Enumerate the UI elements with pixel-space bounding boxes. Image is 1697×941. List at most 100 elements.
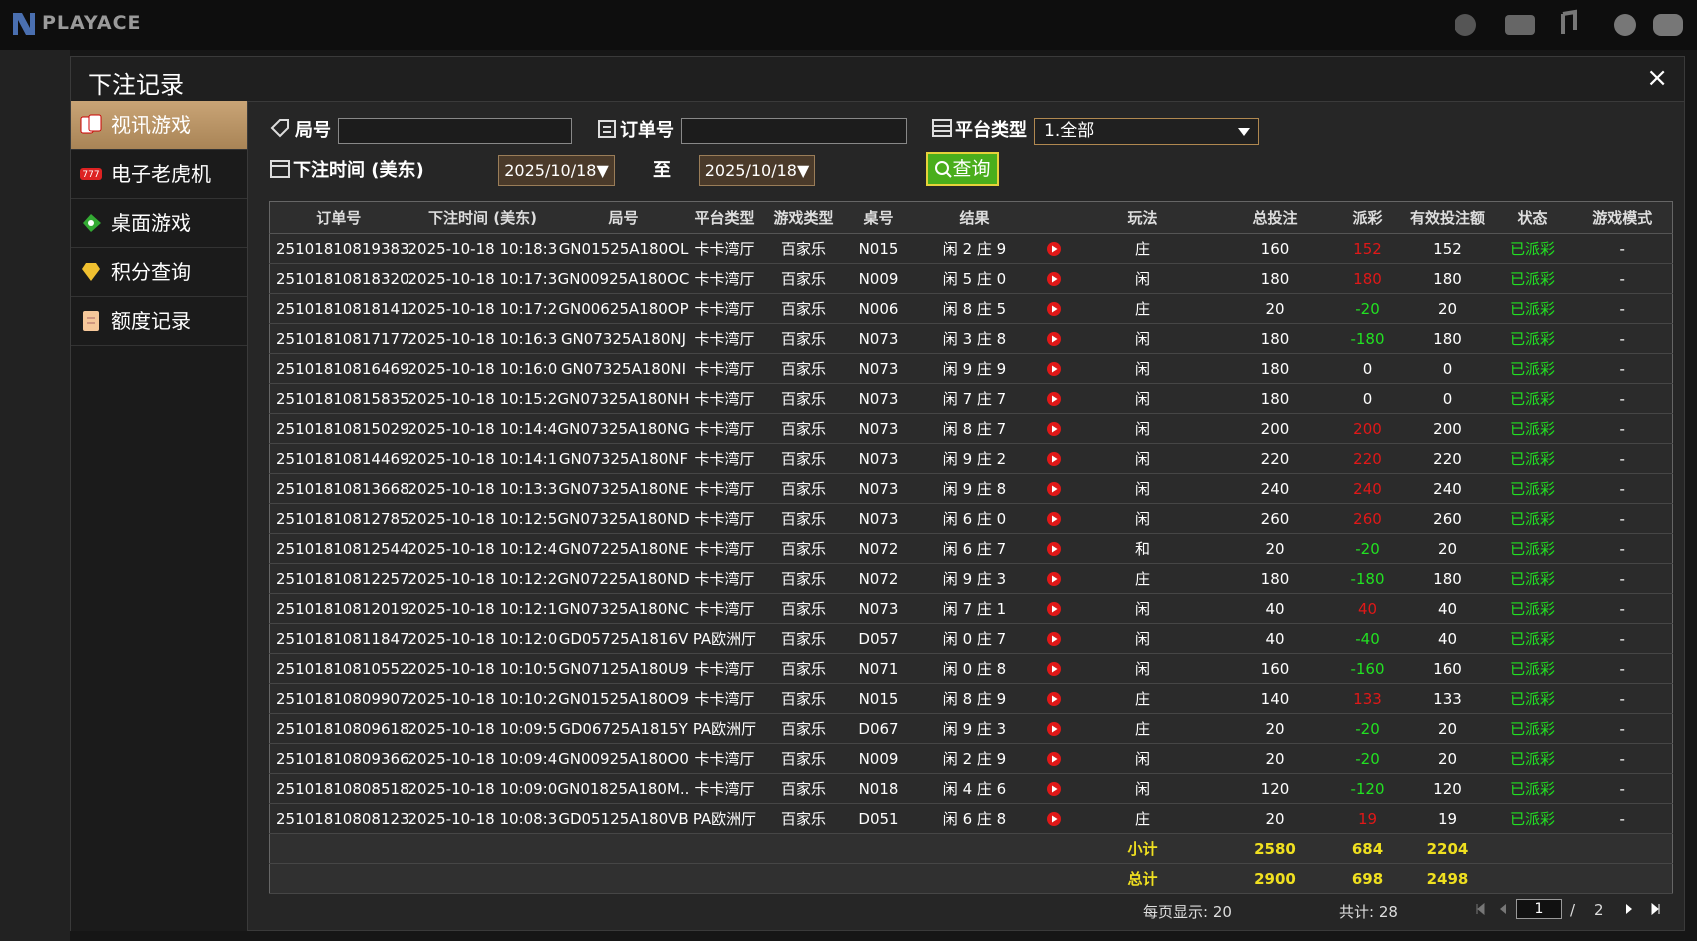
cell: 251018108085189 <box>269 773 408 804</box>
summary-label: 总计 <box>1067 863 1218 894</box>
close-button[interactable]: × <box>1646 63 1668 93</box>
play-icon[interactable] <box>1046 781 1062 797</box>
platform-select[interactable]: 1.全部 <box>1034 118 1259 145</box>
search-button[interactable]: 查询 <box>926 152 999 186</box>
play-icon[interactable] <box>1046 691 1062 707</box>
bet-row: 251018108144697 2025-10-18 10:14:17 GN0732… <box>269 443 1673 474</box>
play-icon[interactable] <box>1046 421 1062 437</box>
cell: 已派彩 <box>1492 563 1573 594</box>
cell: 卡卡湾厅 <box>689 503 760 534</box>
round-input[interactable] <box>338 118 572 144</box>
cell: 卡卡湾厅 <box>689 653 760 684</box>
cell: 百家乐 <box>759 773 848 804</box>
play-icon[interactable] <box>1046 721 1062 737</box>
summary-total: 2900 <box>1217 863 1333 894</box>
cell: 已派彩 <box>1492 623 1573 654</box>
cell: N009 <box>847 263 910 294</box>
cell: 2025-10-18 10:12:22 <box>407 563 558 594</box>
cell: 2025-10-18 10:17:37 <box>407 263 558 294</box>
next-last-buttons[interactable] <box>1624 903 1668 915</box>
cell: 152 <box>1332 233 1403 264</box>
play-icon[interactable] <box>1046 541 1062 557</box>
sidebar-item[interactable]: 视讯游戏 <box>71 101 247 150</box>
bet-row: 251018108118477 2025-10-18 10:12:06 GD0572… <box>269 623 1673 654</box>
cell: - <box>1572 473 1673 504</box>
cell: 251018108193833 <box>269 233 408 264</box>
play-icon[interactable] <box>1046 661 1062 677</box>
cell: -120 <box>1332 773 1403 804</box>
summary-row: 总计 2900 698 2498 <box>269 863 1673 894</box>
video-cell <box>1039 353 1068 384</box>
play-icon[interactable] <box>1046 451 1062 467</box>
sidebar-item[interactable]: 额度记录 <box>71 297 247 346</box>
first-prev-buttons[interactable] <box>1476 903 1516 915</box>
cell: 闲 <box>1067 593 1218 624</box>
cell: 百家乐 <box>759 383 848 414</box>
play-icon[interactable] <box>1046 571 1062 587</box>
cell: 闲 6 庄 0 <box>909 503 1040 534</box>
cell: 251018108136680 <box>269 473 408 504</box>
date-from[interactable]: 2025/10/18▼ <box>498 155 615 186</box>
cell: GN07325A180NG <box>557 413 690 444</box>
cell: - <box>1572 443 1673 474</box>
cell: - <box>1572 533 1673 564</box>
video-cell <box>1039 713 1068 744</box>
cell: GN07325A180NI <box>557 353 690 384</box>
sidebar-item[interactable]: 桌面游戏 <box>71 199 247 248</box>
cell: - <box>1572 383 1673 414</box>
record-total: 共计: 28 <box>1339 903 1398 921</box>
cell: 卡卡湾厅 <box>689 683 760 714</box>
cell: GD05125A180VB <box>557 803 690 834</box>
play-icon[interactable] <box>1046 271 1062 287</box>
bet-row: 251018108193833 2025-10-18 10:18:32 GN0152… <box>269 233 1673 264</box>
cell: 2025-10-18 10:09:02 <box>407 773 558 804</box>
cell: 20 <box>1217 533 1333 564</box>
cell: 百家乐 <box>759 233 848 264</box>
play-icon[interactable] <box>1046 481 1062 497</box>
play-icon[interactable] <box>1046 361 1062 377</box>
order-input[interactable] <box>681 118 907 144</box>
cell: 180 <box>1217 353 1333 384</box>
play-icon[interactable] <box>1046 631 1062 647</box>
cell: 2025-10-18 10:16:01 <box>407 353 558 384</box>
cell: - <box>1572 263 1673 294</box>
play-icon[interactable] <box>1046 301 1062 317</box>
play-icon[interactable] <box>1046 331 1062 347</box>
cell: 闲 0 庄 8 <box>909 653 1040 684</box>
column-header: 结果 <box>909 201 1040 234</box>
cell: 200 <box>1332 413 1403 444</box>
date-to[interactable]: 2025/10/18▼ <box>699 155 815 186</box>
cell: 已派彩 <box>1492 743 1573 774</box>
bet-row: 251018108158359 2025-10-18 10:15:27 GN0732… <box>269 383 1673 414</box>
cell: 闲 9 庄 9 <box>909 353 1040 384</box>
cell: 200 <box>1402 413 1493 444</box>
cell: 已派彩 <box>1492 533 1573 564</box>
cell: 40 <box>1402 593 1493 624</box>
column-header: 有效投注额 <box>1402 201 1493 234</box>
cell: 160 <box>1217 233 1333 264</box>
cell: D057 <box>847 623 910 654</box>
bet-row: 251018108120197 2025-10-18 10:12:13 GN0732… <box>269 593 1673 624</box>
play-icon[interactable] <box>1046 391 1062 407</box>
cell: 庄 <box>1067 293 1218 324</box>
page-input[interactable]: 1 <box>1516 899 1562 919</box>
cell: N009 <box>847 743 910 774</box>
cell: 庄 <box>1067 563 1218 594</box>
play-icon[interactable] <box>1046 751 1062 767</box>
bet-row: 251018108099079 2025-10-18 10:10:20 GN0152… <box>269 683 1673 714</box>
cell: 251018108171778 <box>269 323 408 354</box>
cell: 闲 9 庄 2 <box>909 443 1040 474</box>
cell: - <box>1572 353 1673 384</box>
page-size: 每页显示: 20 <box>1143 903 1232 921</box>
play-icon[interactable] <box>1046 241 1062 257</box>
cell: 百家乐 <box>759 713 848 744</box>
cell: 251018108150296 <box>269 413 408 444</box>
cell: 闲 7 庄 1 <box>909 593 1040 624</box>
play-icon[interactable] <box>1046 601 1062 617</box>
sidebar-item[interactable]: 积分查询 <box>71 248 247 297</box>
play-icon[interactable] <box>1046 511 1062 527</box>
cell: 已派彩 <box>1492 383 1573 414</box>
sidebar-icon <box>82 263 100 281</box>
play-icon[interactable] <box>1046 811 1062 827</box>
sidebar-item[interactable]: 777 电子老虎机 <box>71 150 247 199</box>
